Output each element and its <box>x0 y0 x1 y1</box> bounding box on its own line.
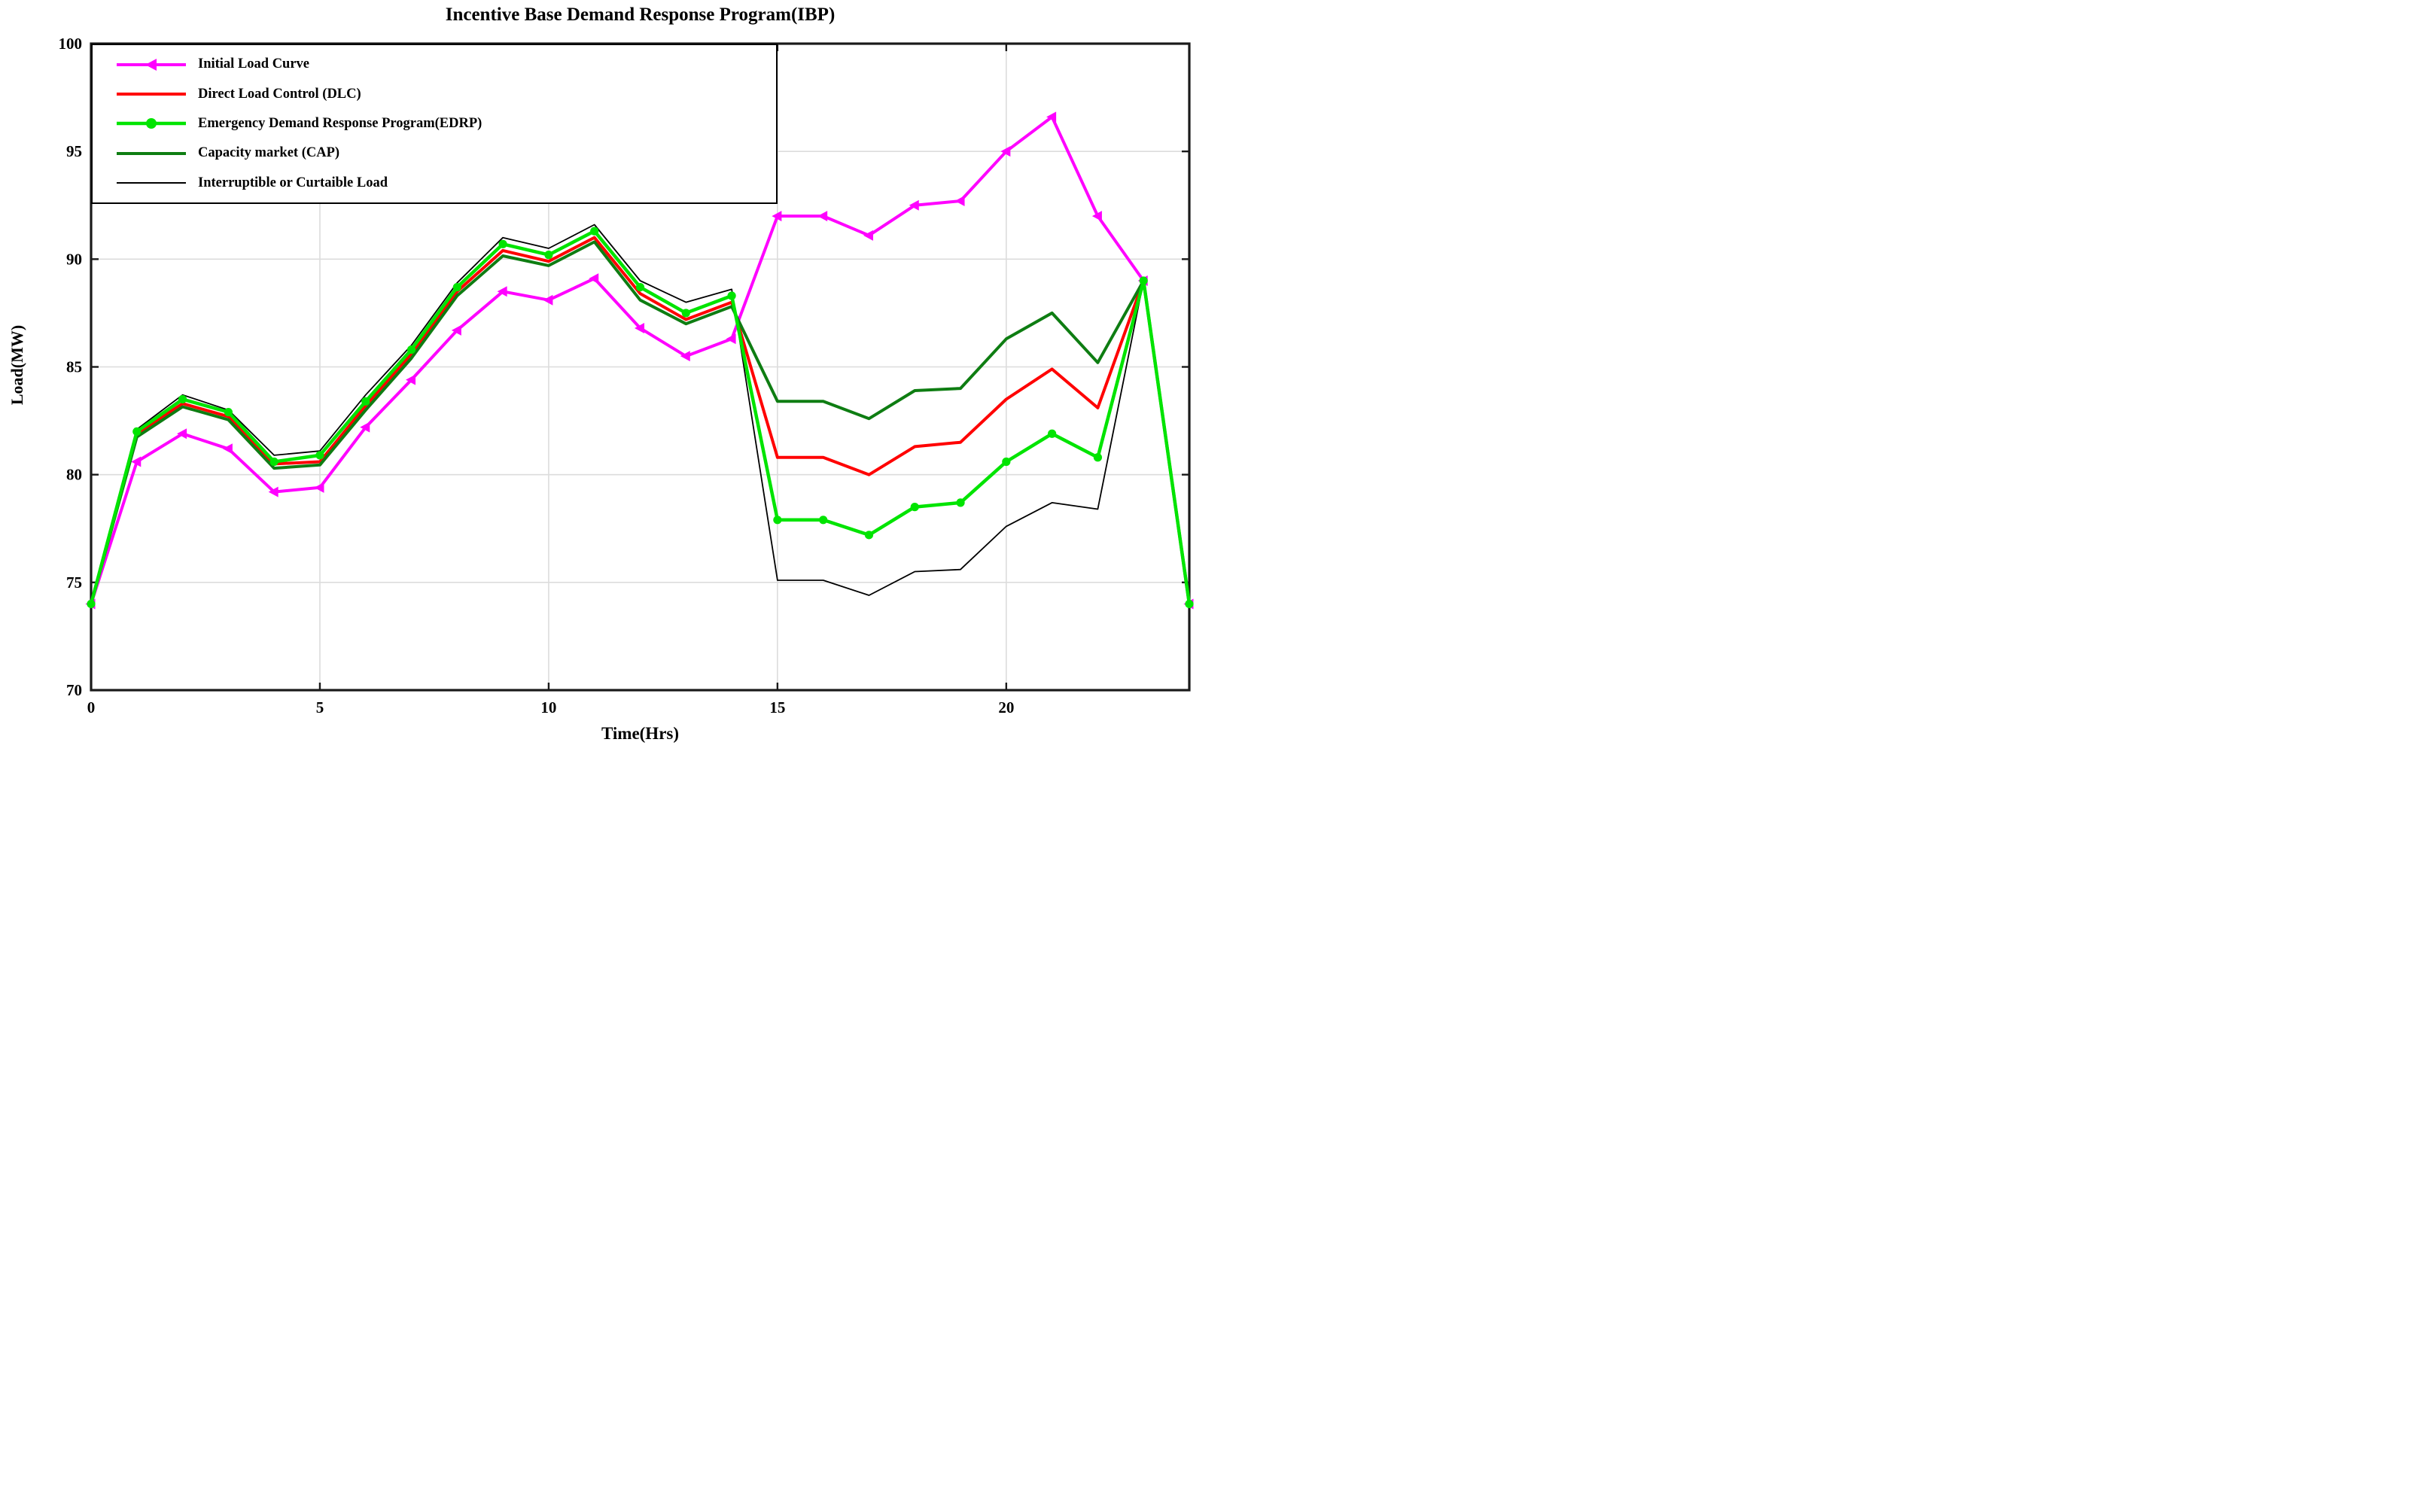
marker-circle <box>1185 599 1194 609</box>
y-tick-label: 100 <box>59 35 83 53</box>
series-line-2 <box>90 236 1191 606</box>
marker-circle <box>315 451 324 460</box>
marker-circle <box>544 251 553 260</box>
marker-circle <box>132 427 142 437</box>
marker-circle <box>910 503 919 512</box>
y-axis-label: Load(MW) <box>8 324 26 406</box>
legend-swatch-3 <box>117 118 186 129</box>
marker-circle <box>178 394 187 404</box>
marker-circle <box>1002 457 1011 467</box>
marker-circle <box>773 516 782 525</box>
legend-item-5: Interruptible or Curtaible Load <box>115 170 776 196</box>
marker-triangle-left <box>1000 146 1011 157</box>
marker-circle <box>87 599 96 609</box>
legend-marker-triangle-left <box>145 58 157 71</box>
marker-circle <box>452 282 461 292</box>
legend-label-2: Direct Load Control (DLC) <box>198 86 361 102</box>
y-tick-label: 85 <box>66 358 82 376</box>
legend-swatch-4 <box>117 151 186 155</box>
legend-label-1: Initial Load Curve <box>198 56 310 72</box>
chart-title: Incentive Base Demand Response Program(I… <box>445 5 836 25</box>
marker-triangle-left <box>589 273 599 284</box>
marker-circle <box>681 309 690 318</box>
marker-circle <box>1093 453 1103 462</box>
marker-triangle-left <box>954 196 965 207</box>
marker-circle <box>635 282 645 292</box>
legend-item-3: Emergency Demand Response Program(EDRP) <box>115 111 776 136</box>
marker-circle <box>361 397 370 406</box>
legend-marker-circle <box>146 118 157 129</box>
legend-label-3: Emergency Demand Response Program(EDRP) <box>198 115 482 131</box>
legend-swatch-5 <box>117 182 186 184</box>
legend-item-2: Direct Load Control (DLC) <box>115 81 776 107</box>
marker-triangle-left <box>406 374 416 385</box>
legend-item-4: Capacity market (CAP) <box>115 141 776 166</box>
legend-swatch-1 <box>117 58 186 71</box>
marker-triangle-left <box>543 294 553 306</box>
legend-item-1: Initial Load Curve <box>115 52 776 78</box>
legend-swatch-2 <box>117 93 186 96</box>
marker-triangle-left <box>497 286 507 297</box>
marker-triangle-left <box>131 456 142 467</box>
marker-circle <box>864 531 874 540</box>
y-tick-label: 70 <box>66 681 82 699</box>
marker-triangle-left <box>1046 111 1057 123</box>
marker-triangle-left <box>817 211 828 222</box>
series-line-5 <box>90 224 1190 605</box>
x-tick-label: 15 <box>769 698 785 716</box>
marker-circle <box>269 457 279 467</box>
marker-circle <box>1139 276 1148 285</box>
legend: Initial Load Curve Direct Load Control (D… <box>91 44 778 204</box>
marker-triangle-left <box>268 486 279 497</box>
marker-triangle-left <box>680 351 690 362</box>
marker-triangle-left <box>1091 211 1102 222</box>
marker-triangle-left <box>909 199 919 211</box>
legend-label-5: Interruptible or Curtaible Load <box>198 175 388 190</box>
x-tick-label: 10 <box>540 698 556 716</box>
marker-triangle-left <box>314 482 324 493</box>
marker-circle <box>406 345 416 354</box>
marker-circle <box>224 408 233 417</box>
y-tick-label: 80 <box>66 466 82 484</box>
marker-triangle-left <box>360 421 370 433</box>
marker-triangle-left <box>863 230 873 241</box>
marker-triangle-left <box>635 322 644 333</box>
marker-circle <box>590 227 599 236</box>
marker-circle <box>1048 429 1057 438</box>
x-axis-label: Time(Hrs) <box>601 724 680 743</box>
marker-circle <box>727 291 736 300</box>
figure: Incentive Base Demand Response Program(I… <box>0 0 1210 756</box>
marker-triangle-left <box>451 324 461 336</box>
x-tick-label: 0 <box>87 698 96 716</box>
marker-triangle-left <box>726 333 736 345</box>
x-tick-label: 5 <box>316 698 324 716</box>
legend-label-4: Capacity market (CAP) <box>198 145 340 161</box>
marker-triangle-left <box>772 211 782 222</box>
marker-circle <box>819 516 828 525</box>
marker-triangle-left <box>177 428 187 440</box>
y-tick-label: 95 <box>66 142 82 160</box>
marker-circle <box>498 239 507 248</box>
marker-circle <box>956 498 965 507</box>
x-tick-label: 20 <box>998 698 1014 716</box>
y-tick-label: 75 <box>66 573 82 592</box>
y-tick-label: 90 <box>66 250 82 268</box>
marker-triangle-left <box>222 443 233 455</box>
series-line-4 <box>90 240 1191 606</box>
